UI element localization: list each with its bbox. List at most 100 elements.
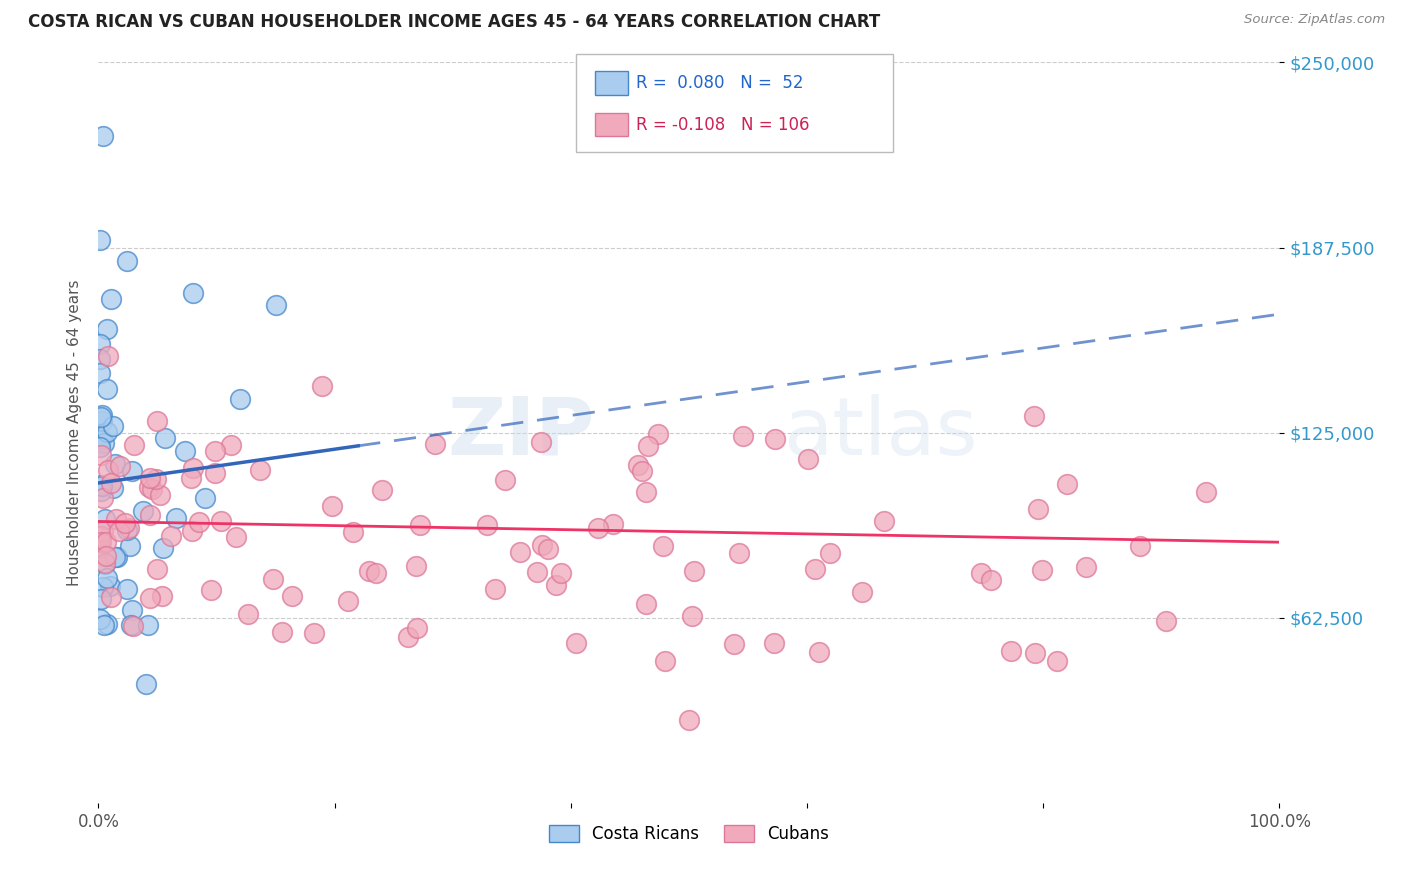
Cubans [281, 590, 304, 604]
Cubans [631, 464, 654, 478]
Costa Ricans [120, 618, 142, 632]
Costa Ricans [89, 233, 111, 247]
Cubans [90, 529, 112, 543]
Cubans [544, 578, 567, 592]
Cubans [647, 427, 669, 442]
Costa Ricans [90, 484, 112, 499]
Costa Ricans [120, 539, 142, 553]
Costa Ricans [93, 618, 115, 632]
Costa Ricans [121, 603, 143, 617]
Cubans [145, 472, 167, 486]
Cubans [602, 516, 624, 531]
Cubans [91, 491, 114, 506]
Cubans [681, 609, 703, 624]
Cubans [342, 525, 364, 540]
Cubans [537, 542, 560, 557]
Cubans [405, 558, 427, 573]
Cubans [396, 630, 419, 644]
Text: R = -0.108   N = 106: R = -0.108 N = 106 [636, 116, 808, 134]
Cubans [181, 524, 204, 538]
Cubans [1031, 563, 1053, 577]
Cubans [94, 556, 117, 570]
Costa Ricans [181, 286, 204, 301]
Cubans [654, 654, 676, 668]
Cubans [149, 487, 172, 501]
Cubans [122, 437, 145, 451]
Text: COSTA RICAN VS CUBAN HOUSEHOLDER INCOME AGES 45 - 64 YEARS CORRELATION CHART: COSTA RICAN VS CUBAN HOUSEHOLDER INCOME … [28, 13, 880, 31]
Cubans [302, 626, 325, 640]
Cubans [723, 637, 745, 651]
Cubans [122, 619, 145, 633]
Costa Ricans [136, 618, 159, 632]
Costa Ricans [96, 322, 118, 336]
Cubans [1056, 476, 1078, 491]
Cubans [637, 439, 659, 453]
Cubans [219, 437, 242, 451]
Cubans [530, 435, 553, 450]
Cubans [97, 463, 120, 477]
Costa Ricans [94, 512, 117, 526]
Cubans [405, 621, 427, 635]
Y-axis label: Householder Income Ages 45 - 64 years: Householder Income Ages 45 - 64 years [66, 279, 82, 586]
Cubans [371, 483, 394, 497]
Cubans [484, 582, 506, 596]
Costa Ricans [104, 458, 127, 472]
Costa Ricans [135, 677, 157, 691]
Cubans [1129, 539, 1152, 553]
Costa Ricans [90, 408, 112, 422]
Cubans [107, 524, 129, 538]
Cubans [183, 461, 205, 475]
Cubans [627, 458, 650, 472]
Cubans [90, 535, 112, 549]
Cubans [682, 564, 704, 578]
Costa Ricans [152, 541, 174, 555]
Cubans [204, 444, 226, 458]
Cubans [678, 713, 700, 727]
Cubans [204, 467, 226, 481]
Cubans [425, 437, 447, 451]
Legend: Costa Ricans, Cubans: Costa Ricans, Cubans [541, 819, 837, 850]
Cubans [494, 473, 516, 487]
Costa Ricans [90, 414, 112, 428]
Cubans [97, 349, 120, 363]
Costa Ricans [101, 481, 124, 495]
Cubans [321, 500, 343, 514]
Costa Ricans [89, 477, 111, 491]
Costa Ricans [89, 432, 111, 446]
Cubans [249, 463, 271, 477]
Costa Ricans [90, 409, 112, 424]
Costa Ricans [91, 479, 114, 493]
Cubans [731, 428, 754, 442]
Costa Ricans [89, 367, 111, 381]
Cubans [727, 546, 749, 560]
Costa Ricans [89, 351, 111, 366]
Costa Ricans [115, 582, 138, 596]
Text: atlas: atlas [783, 393, 977, 472]
Cubans [94, 534, 117, 549]
Costa Ricans [96, 571, 118, 585]
Costa Ricans [121, 464, 143, 478]
Cubans [238, 607, 260, 621]
Cubans [980, 573, 1002, 587]
Cubans [636, 597, 658, 611]
Cubans [100, 476, 122, 491]
Cubans [797, 452, 820, 467]
Cubans [90, 448, 112, 462]
Cubans [311, 379, 333, 393]
Cubans [180, 471, 202, 485]
Cubans [364, 566, 387, 580]
Cubans [763, 432, 786, 446]
Cubans [96, 549, 118, 563]
Costa Ricans [89, 440, 111, 454]
Costa Ricans [194, 491, 217, 505]
Costa Ricans [91, 580, 114, 594]
Costa Ricans [132, 504, 155, 518]
Cubans [1074, 559, 1097, 574]
Cubans [1156, 614, 1178, 628]
Cubans [586, 520, 609, 534]
Cubans [477, 517, 499, 532]
Cubans [138, 480, 160, 494]
Costa Ricans [96, 617, 118, 632]
Costa Ricans [165, 510, 187, 524]
Costa Ricans [89, 591, 111, 606]
